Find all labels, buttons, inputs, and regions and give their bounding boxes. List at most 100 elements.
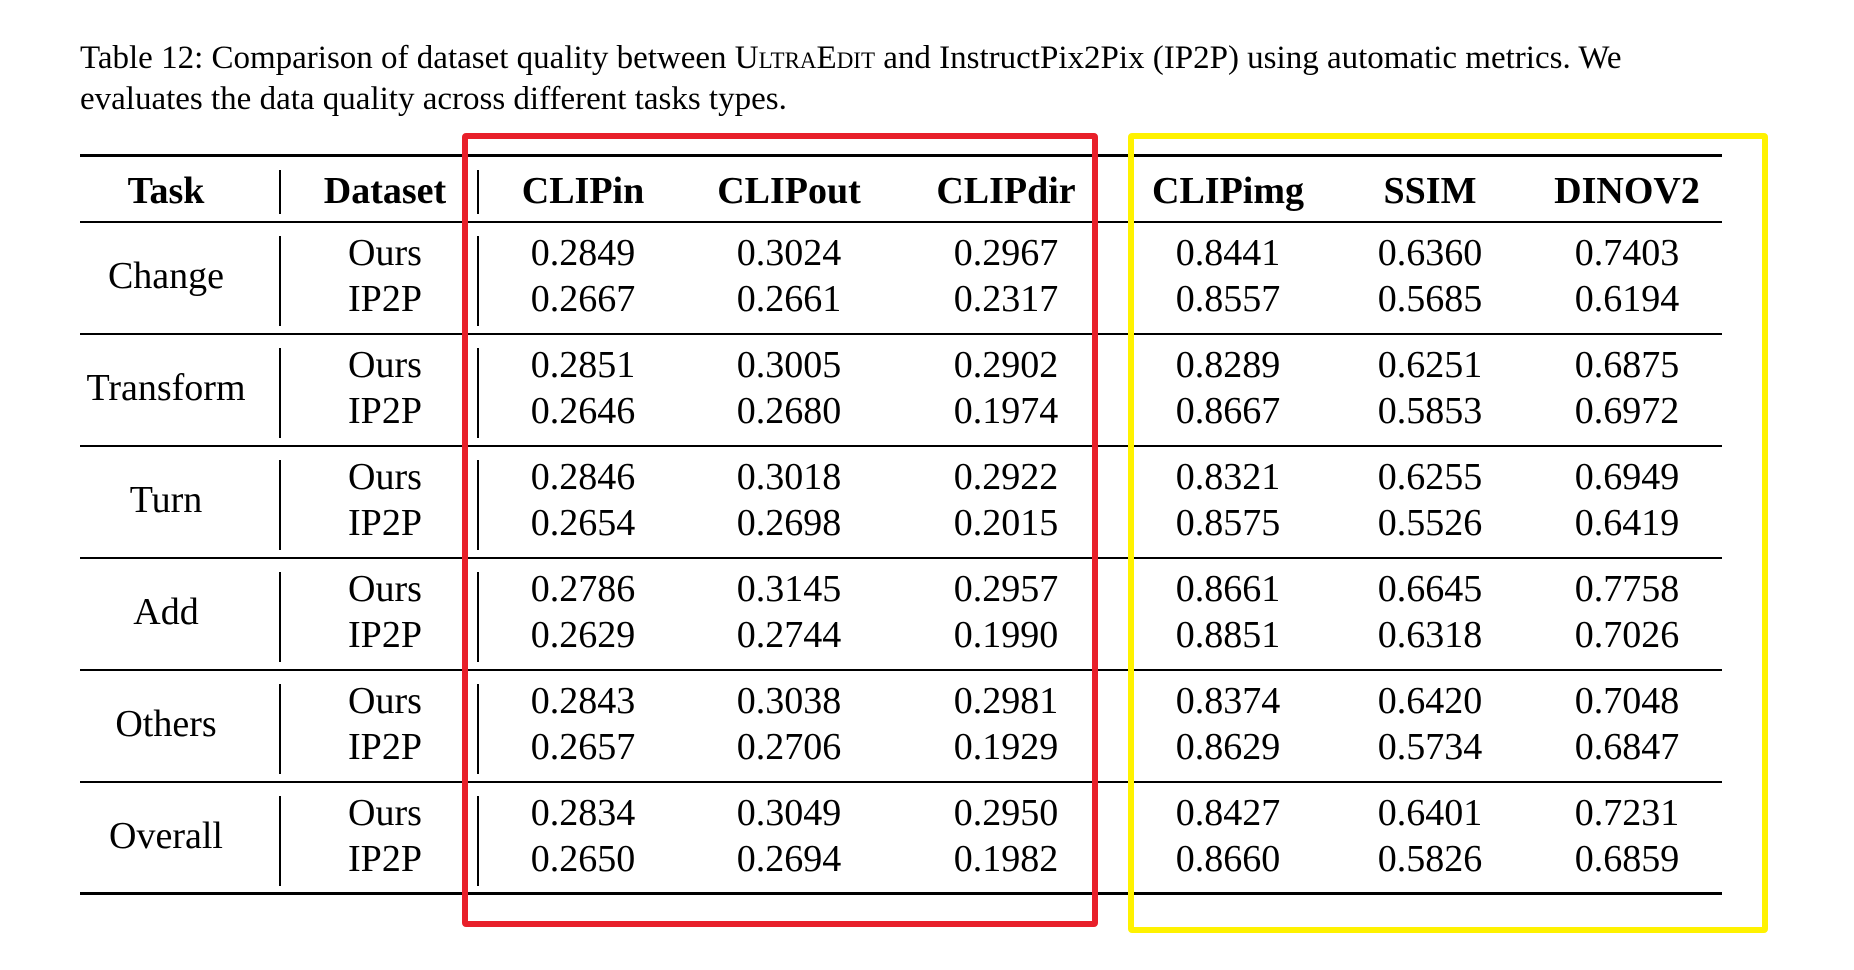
caption-prefix: Table 12: Comparison of dataset quality … xyxy=(80,40,735,76)
dataset-label-ip2p: IP2P xyxy=(348,838,422,880)
header-ssim: SSIM xyxy=(1383,170,1477,212)
header-clipout: CLIPout xyxy=(717,170,861,212)
value-ip2p-clipin: 0.2650 xyxy=(530,838,636,880)
value-ip2p-ssim: 0.6318 xyxy=(1377,614,1483,656)
value-ours-clipimg: 0.8427 xyxy=(1175,792,1281,834)
dataset-label-ours: Ours xyxy=(348,344,422,386)
header-dataset: Dataset xyxy=(323,170,447,212)
value-ours-ssim: 0.6401 xyxy=(1377,792,1483,834)
value-ours-clipin: 0.2851 xyxy=(530,344,636,386)
value-ours-clipdir: 0.2922 xyxy=(953,456,1059,498)
value-ip2p-clipin: 0.2646 xyxy=(530,390,636,432)
value-ours-clipimg: 0.8661 xyxy=(1175,568,1281,610)
group-divider-1 xyxy=(80,333,1722,335)
value-ours-clipin: 0.2846 xyxy=(530,456,636,498)
table-caption: Table 12: Comparison of dataset quality … xyxy=(80,38,1740,120)
value-ours-ssim: 0.6645 xyxy=(1377,568,1483,610)
value-ip2p-clipdir: 0.1982 xyxy=(953,838,1059,880)
vline-dataset-4 xyxy=(477,684,479,774)
value-ours-clipin: 0.2849 xyxy=(530,232,636,274)
value-ours-dinov2: 0.7758 xyxy=(1574,568,1680,610)
dataset-label-ours: Ours xyxy=(348,680,422,722)
value-ours-clipout: 0.3038 xyxy=(736,680,842,722)
value-ours-clipdir: 0.2950 xyxy=(953,792,1059,834)
value-ours-clipout: 0.3049 xyxy=(736,792,842,834)
value-ip2p-dinov2: 0.6972 xyxy=(1574,390,1680,432)
value-ours-ssim: 0.6251 xyxy=(1377,344,1483,386)
vline-dataset-0 xyxy=(477,236,479,326)
value-ip2p-ssim: 0.5826 xyxy=(1377,838,1483,880)
value-ip2p-clipin: 0.2654 xyxy=(530,502,636,544)
value-ip2p-clipout: 0.2706 xyxy=(736,726,842,768)
group-divider-2 xyxy=(80,445,1722,447)
caption-suffix: and InstructPix2Pix (IP2P) using automat… xyxy=(80,40,1622,117)
value-ip2p-clipdir: 0.2317 xyxy=(953,278,1059,320)
value-ours-clipin: 0.2786 xyxy=(530,568,636,610)
dataset-label-ip2p: IP2P xyxy=(348,502,422,544)
value-ours-clipdir: 0.2981 xyxy=(953,680,1059,722)
caption-dataset-name: UltraEdit xyxy=(734,40,876,76)
value-ours-ssim: 0.6420 xyxy=(1377,680,1483,722)
vline-dataset-2 xyxy=(477,460,479,550)
group-divider-4 xyxy=(80,669,1722,671)
vline-dataset-5 xyxy=(477,796,479,886)
value-ours-clipimg: 0.8441 xyxy=(1175,232,1281,274)
top-rule xyxy=(80,154,1722,157)
dataset-label-ours: Ours xyxy=(348,792,422,834)
value-ours-clipimg: 0.8374 xyxy=(1175,680,1281,722)
dataset-label-ours: Ours xyxy=(348,568,422,610)
value-ip2p-clipimg: 0.8667 xyxy=(1175,390,1281,432)
value-ours-ssim: 0.6360 xyxy=(1377,232,1483,274)
vline-dataset-3 xyxy=(477,572,479,662)
vline-task-1 xyxy=(279,348,281,438)
value-ip2p-ssim: 0.5853 xyxy=(1377,390,1483,432)
value-ip2p-clipimg: 0.8557 xyxy=(1175,278,1281,320)
value-ip2p-dinov2: 0.7026 xyxy=(1574,614,1680,656)
dataset-label-ip2p: IP2P xyxy=(348,726,422,768)
task-label: Change xyxy=(107,255,225,297)
value-ip2p-ssim: 0.5526 xyxy=(1377,502,1483,544)
header-vline-task xyxy=(279,170,281,214)
task-label: Transform xyxy=(86,367,246,409)
task-label: Add xyxy=(133,591,199,633)
dataset-label-ours: Ours xyxy=(348,232,422,274)
dataset-label-ip2p: IP2P xyxy=(348,390,422,432)
value-ours-dinov2: 0.7231 xyxy=(1574,792,1680,834)
value-ip2p-clipin: 0.2629 xyxy=(530,614,636,656)
header-vline-dataset xyxy=(477,170,479,214)
value-ours-ssim: 0.6255 xyxy=(1377,456,1483,498)
value-ip2p-dinov2: 0.6847 xyxy=(1574,726,1680,768)
value-ours-clipimg: 0.8321 xyxy=(1175,456,1281,498)
bottom-rule xyxy=(80,892,1722,895)
value-ip2p-ssim: 0.5685 xyxy=(1377,278,1483,320)
vline-task-5 xyxy=(279,796,281,886)
value-ours-dinov2: 0.7048 xyxy=(1574,680,1680,722)
header-clipin: CLIPin xyxy=(521,170,645,212)
value-ours-clipdir: 0.2967 xyxy=(953,232,1059,274)
value-ours-clipdir: 0.2902 xyxy=(953,344,1059,386)
value-ours-clipdir: 0.2957 xyxy=(953,568,1059,610)
value-ours-dinov2: 0.6949 xyxy=(1574,456,1680,498)
value-ip2p-ssim: 0.5734 xyxy=(1377,726,1483,768)
value-ours-clipin: 0.2834 xyxy=(530,792,636,834)
header-clipdir: CLIPdir xyxy=(936,170,1076,212)
value-ip2p-clipimg: 0.8629 xyxy=(1175,726,1281,768)
vline-dataset-1 xyxy=(477,348,479,438)
dataset-label-ip2p: IP2P xyxy=(348,278,422,320)
value-ours-clipout: 0.3018 xyxy=(736,456,842,498)
vline-task-4 xyxy=(279,684,281,774)
task-label: Overall xyxy=(109,815,223,857)
value-ours-dinov2: 0.6875 xyxy=(1574,344,1680,386)
value-ip2p-clipin: 0.2657 xyxy=(530,726,636,768)
value-ours-clipimg: 0.8289 xyxy=(1175,344,1281,386)
value-ip2p-clipdir: 0.2015 xyxy=(953,502,1059,544)
value-ip2p-clipout: 0.2698 xyxy=(736,502,842,544)
value-ip2p-clipout: 0.2661 xyxy=(736,278,842,320)
dataset-label-ip2p: IP2P xyxy=(348,614,422,656)
value-ip2p-clipin: 0.2667 xyxy=(530,278,636,320)
value-ip2p-clipdir: 0.1974 xyxy=(953,390,1059,432)
value-ip2p-clipout: 0.2694 xyxy=(736,838,842,880)
value-ip2p-clipdir: 0.1929 xyxy=(953,726,1059,768)
value-ip2p-clipout: 0.2680 xyxy=(736,390,842,432)
vline-task-0 xyxy=(279,236,281,326)
